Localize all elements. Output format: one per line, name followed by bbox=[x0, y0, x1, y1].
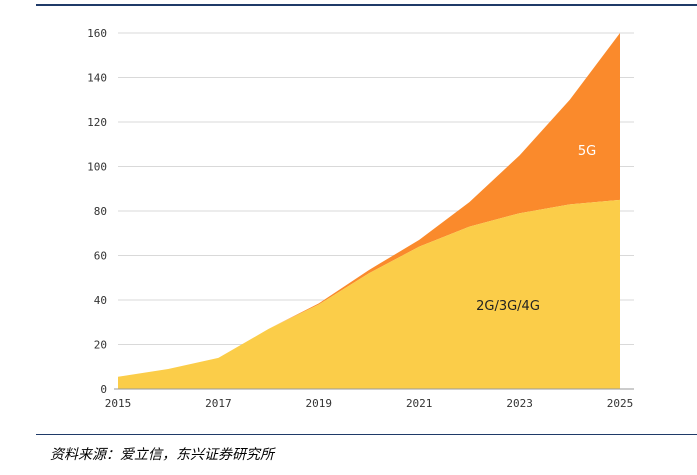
series-label-5g: 5G bbox=[578, 144, 596, 159]
y-tick-label: 60 bbox=[94, 250, 107, 263]
x-tick-label: 2019 bbox=[306, 397, 333, 410]
y-tick-label: 160 bbox=[87, 27, 107, 40]
y-tick-label: 140 bbox=[87, 72, 107, 85]
area-series-5g bbox=[118, 33, 620, 377]
source-note: 资料来源：爱立信，东兴证券研究所 bbox=[50, 447, 274, 463]
y-tick-label: 0 bbox=[100, 383, 107, 396]
area-series-2g3g4g bbox=[118, 199, 620, 389]
y-tick-label: 120 bbox=[87, 116, 107, 129]
y-tick-label: 20 bbox=[94, 339, 107, 352]
x-tick-label: 2021 bbox=[406, 397, 433, 410]
x-tick-label: 2023 bbox=[506, 397, 533, 410]
stacked-area-chart: 0 20 40 60 80 100 120 140 160 2015 2017 2019 2021 202… bbox=[87, 27, 634, 410]
bottom-rule bbox=[36, 434, 697, 435]
x-tick-label: 2025 bbox=[607, 397, 634, 410]
top-rule bbox=[36, 4, 697, 6]
x-tick-label: 2017 bbox=[205, 397, 232, 410]
series-label-2g3g4g: 2G/3G/4G bbox=[476, 299, 540, 314]
y-tick-label: 40 bbox=[94, 294, 107, 307]
y-tick-label: 100 bbox=[87, 161, 107, 174]
x-tick-label: 2015 bbox=[105, 397, 132, 410]
y-tick-label: 80 bbox=[94, 205, 107, 218]
